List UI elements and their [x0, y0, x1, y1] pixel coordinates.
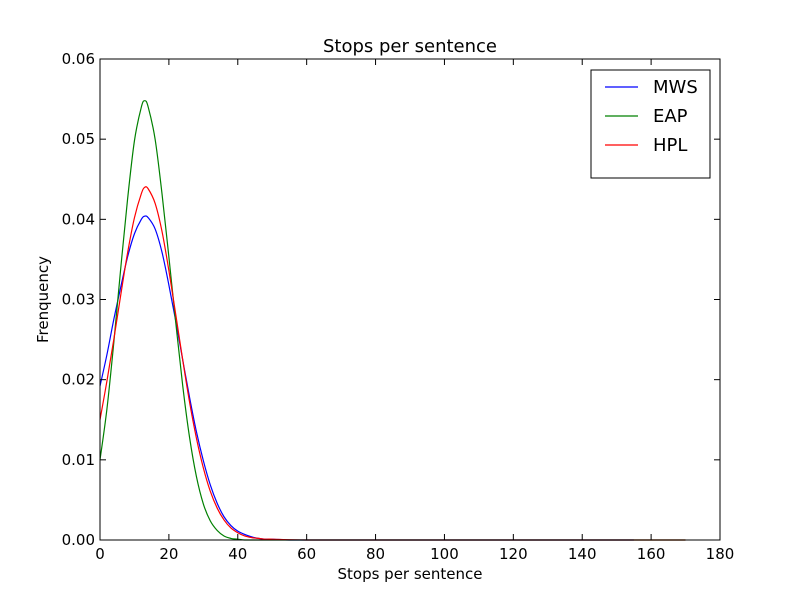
chart-title: Stops per sentence	[323, 36, 497, 57]
y-tick-label: 0.00	[62, 531, 95, 549]
x-tick-label: 180	[706, 545, 735, 563]
y-tick-label: 0.04	[62, 210, 95, 228]
x-tick-label: 40	[228, 545, 247, 563]
y-tick-label: 0.06	[62, 50, 95, 68]
legend-label-hpl: HPL	[653, 135, 687, 156]
y-tick-label: 0.01	[62, 451, 95, 469]
y-tick-label: 0.03	[62, 291, 95, 309]
y-tick-label: 0.05	[62, 130, 95, 148]
x-tick-label: 20	[159, 545, 178, 563]
x-tick-label: 160	[637, 545, 666, 563]
legend-label-eap: EAP	[653, 106, 688, 127]
x-tick-label: 80	[366, 545, 385, 563]
x-tick-label: 0	[95, 545, 105, 563]
y-axis-label: Frenquency	[34, 256, 52, 343]
y-tick-label: 0.02	[62, 371, 95, 389]
x-axis-label: Stops per sentence	[337, 565, 482, 583]
legend: MWS EAP HPL	[591, 70, 710, 178]
x-tick-label: 100	[430, 545, 459, 563]
legend-label-mws: MWS	[653, 77, 698, 98]
x-tick-label: 60	[297, 545, 316, 563]
x-tick-label: 120	[499, 545, 528, 563]
x-tick-label: 140	[568, 545, 597, 563]
